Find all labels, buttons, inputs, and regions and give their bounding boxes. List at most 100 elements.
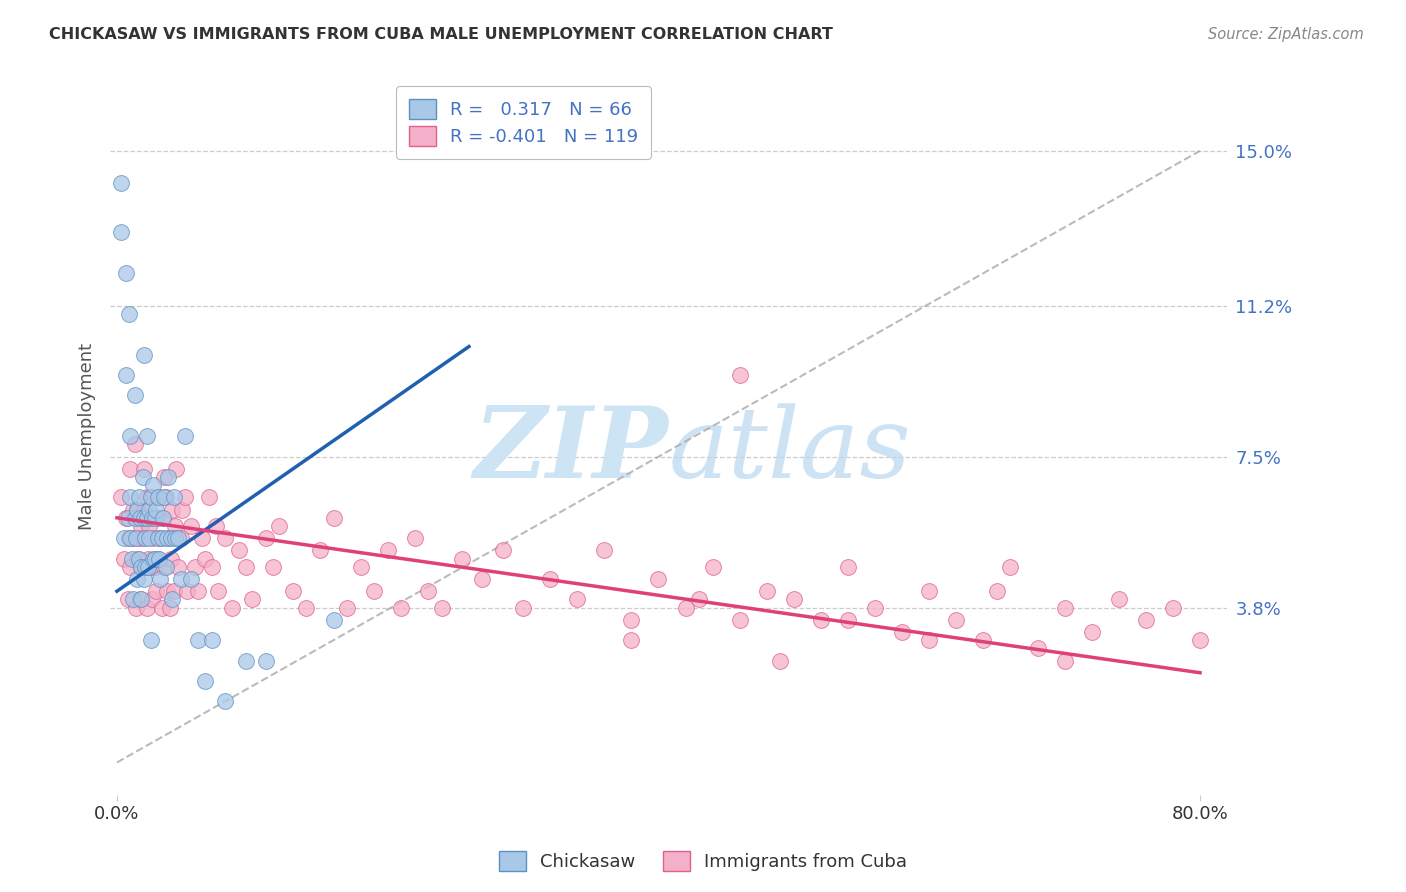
Point [235,653,257,667]
Point [194,551,217,566]
Point [131,470,153,484]
Point [207,584,229,599]
Point [204,519,226,533]
Point [128,551,150,566]
Point [1108,592,1130,607]
Point [142,551,165,566]
Point [132,510,155,524]
Point [134,559,156,574]
Point [702,559,724,574]
Point [170,502,193,516]
Point [187,633,209,648]
Point [567,592,589,607]
Point [214,694,236,708]
Point [173,491,195,505]
Point [295,600,318,615]
Point [512,600,534,615]
Point [138,531,160,545]
Point [128,531,150,545]
Point [162,592,184,607]
Point [1080,624,1102,639]
Point [1161,600,1184,615]
Point [139,491,162,505]
Point [146,491,169,505]
Point [152,510,174,524]
Point [142,531,165,545]
Point [620,613,643,627]
Point [728,613,751,627]
Point [165,531,187,545]
Point [153,559,176,574]
Point [127,502,149,516]
Y-axis label: Male Unemployment: Male Unemployment [79,343,96,530]
Point [235,559,257,574]
Point [124,437,146,451]
Point [262,559,284,574]
Point [120,429,142,443]
Point [1053,653,1076,667]
Point [1189,633,1212,648]
Point [150,600,173,615]
Point [124,510,146,524]
Point [124,388,146,402]
Point [377,543,399,558]
Point [336,600,359,615]
Point [728,368,751,383]
Point [322,613,344,627]
Point [810,613,832,627]
Point [120,491,142,505]
Point [149,572,172,586]
Point [136,551,159,566]
Point [129,510,152,524]
Point [129,592,152,607]
Point [129,519,152,533]
Point [136,559,159,574]
Point [121,551,143,566]
Point [214,531,236,545]
Point [131,531,153,545]
Point [918,584,941,599]
Point [138,519,160,533]
Point [160,551,183,566]
Point [128,491,150,505]
Point [135,510,157,524]
Point [1135,613,1157,627]
Point [155,559,177,574]
Point [121,531,143,545]
Point [138,502,160,516]
Point [1053,600,1076,615]
Text: atlas: atlas [669,403,911,499]
Text: CHICKASAW VS IMMIGRANTS FROM CUBA MALE UNEMPLOYMENT CORRELATION CHART: CHICKASAW VS IMMIGRANTS FROM CUBA MALE U… [49,27,834,42]
Point [688,592,710,607]
Point [139,491,162,505]
Point [918,633,941,648]
Point [471,572,494,586]
Point [143,551,166,566]
Point [110,226,132,240]
Point [837,613,859,627]
Point [125,600,148,615]
Point [176,584,198,599]
Point [538,572,561,586]
Point [149,531,172,545]
Text: ZIP: ZIP [474,402,669,499]
Point [127,551,149,566]
Point [132,502,155,516]
Point [148,551,170,566]
Point [349,559,371,574]
Point [125,531,148,545]
Point [201,559,224,574]
Point [120,462,142,476]
Point [120,531,142,545]
Point [145,584,167,599]
Point [863,600,886,615]
Point [163,491,186,505]
Point [194,673,217,688]
Point [117,510,139,524]
Point [620,633,643,648]
Point [492,543,515,558]
Point [146,510,169,524]
Point [135,429,157,443]
Point [198,491,221,505]
Point [166,531,188,545]
